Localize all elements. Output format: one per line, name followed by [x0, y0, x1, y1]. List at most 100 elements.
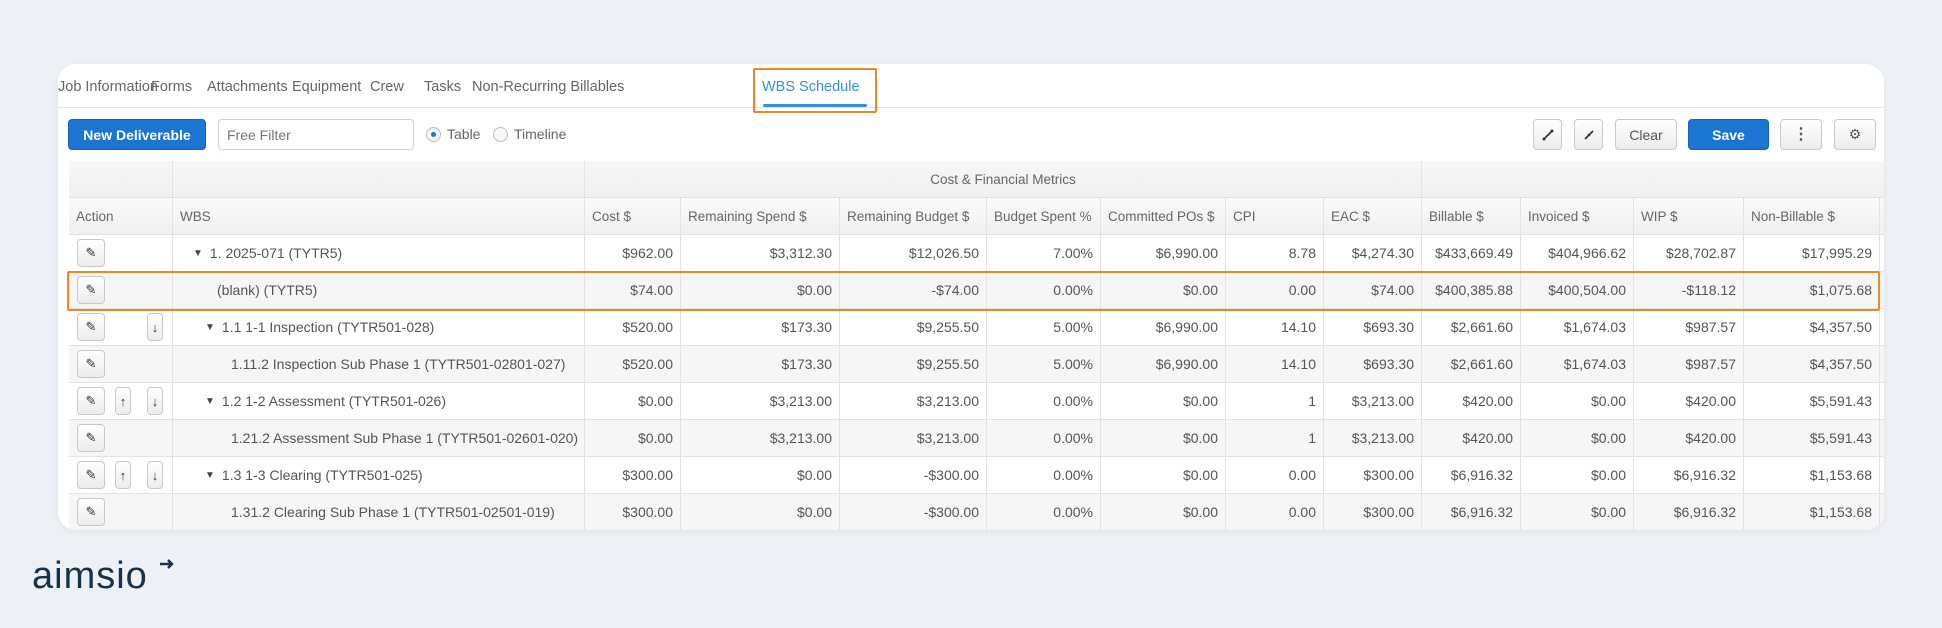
table-row[interactable]: ✎ ↓ ▼ 1.1 1-1 Inspection (TYTR501-028) $520.…: [69, 309, 1884, 346]
column-header[interactable]: Non-Billable $: [1744, 198, 1880, 235]
value-cell: $0.00: [681, 272, 840, 309]
radio-label: Table: [447, 126, 481, 142]
action-cell: ✎: [69, 235, 173, 272]
value-cell: $520.00: [585, 309, 681, 346]
tab-crew[interactable]: Crew: [370, 79, 404, 95]
column-header[interactable]: WBS: [173, 198, 585, 235]
column-header[interactable]: Budget Spent %: [987, 198, 1101, 235]
column-header[interactable]: Invoiced $: [1521, 198, 1634, 235]
collapse-all-button[interactable]: [1574, 119, 1603, 150]
new-deliverable-button[interactable]: New Deliverable: [68, 119, 206, 150]
active-tab-underline: [763, 104, 867, 107]
clipped-cell: [1880, 420, 1884, 457]
column-group-header: [173, 161, 585, 198]
value-cell: $400,504.00: [1521, 272, 1634, 309]
value-cell: -$74.00: [840, 272, 987, 309]
column-header[interactable]: [1880, 198, 1884, 235]
edit-icon: ✎: [85, 245, 97, 260]
tab-equipment[interactable]: Equipment: [292, 79, 362, 95]
wbs-cell: 1.11.2 Inspection Sub Phase 1 (TYTR501-0…: [173, 346, 585, 383]
value-cell: 5.00%: [987, 346, 1101, 383]
column-header[interactable]: Billable $: [1422, 198, 1521, 235]
edit-button[interactable]: ✎: [77, 313, 105, 341]
radio-selected-icon: [426, 126, 441, 142]
view-radio-table[interactable]: Table: [426, 126, 480, 142]
clear-button[interactable]: Clear: [1615, 119, 1677, 150]
edit-icon: ✎: [85, 356, 97, 371]
more-options-button[interactable]: ⋮: [1780, 119, 1822, 150]
clipped-cell: [1880, 346, 1884, 383]
move-down-button[interactable]: ↓: [147, 461, 163, 489]
tab-tasks[interactable]: Tasks: [424, 79, 462, 95]
move-down-button[interactable]: ↓: [147, 313, 163, 341]
table-row[interactable]: ✎ (blank) (TYTR5) $74.00 $0.00 -$74.00 0.00% $…: [69, 272, 1884, 309]
view-radio-timeline[interactable]: Timeline: [493, 126, 566, 142]
action-cell: ✎: [69, 272, 173, 309]
expand-all-button[interactable]: [1533, 119, 1562, 150]
value-cell: $2,661.60: [1422, 346, 1521, 383]
clipped-cell: [1880, 383, 1884, 420]
value-cell: $1,674.03: [1521, 346, 1634, 383]
table-row[interactable]: ✎ 1.21.2 Assessment Sub Phase 1 (TYTR501-…: [69, 420, 1884, 457]
action-cell: ✎: [69, 420, 173, 457]
value-cell: $420.00: [1634, 420, 1744, 457]
value-cell: $6,916.32: [1634, 494, 1744, 530]
save-button[interactable]: Save: [1688, 119, 1769, 150]
value-cell: $0.00: [681, 494, 840, 530]
value-cell: $3,213.00: [1324, 383, 1422, 420]
value-cell: $987.57: [1634, 346, 1744, 383]
tab-forms[interactable]: Forms: [151, 79, 193, 95]
table-row[interactable]: ✎ ↑ ↓ ▼ 1.2 1-2 Assessment (TYTR501-026) $0.0…: [69, 383, 1884, 420]
move-down-button[interactable]: ↓: [147, 387, 163, 415]
table-row[interactable]: ✎ ▼ 1. 2025-071 (TYTR5) $962.00 $3,312.30 $12…: [69, 235, 1884, 272]
caret-down-icon[interactable]: ▼: [205, 321, 215, 333]
table-row[interactable]: ✎ 1.11.2 Inspection Sub Phase 1 (TYTR501-…: [69, 346, 1884, 383]
value-cell: $987.57: [1634, 309, 1744, 346]
column-group-row: Cost & Financial Metrics Revenue & Pro: [69, 161, 1884, 198]
edit-button[interactable]: ✎: [77, 424, 105, 452]
free-filter-input[interactable]: [218, 119, 414, 150]
value-cell: $300.00: [585, 457, 681, 494]
move-up-button[interactable]: ↑: [115, 387, 131, 415]
tab-attachments[interactable]: Attachments: [207, 79, 288, 95]
table-row[interactable]: ✎ 1.31.2 Clearing Sub Phase 1 (TYTR501-02…: [69, 494, 1884, 530]
edit-button[interactable]: ✎: [77, 239, 105, 267]
expand-icon: [1542, 129, 1553, 140]
edit-button[interactable]: ✎: [77, 387, 105, 415]
value-cell: $3,213.00: [840, 420, 987, 457]
column-header[interactable]: Committed POs $: [1101, 198, 1226, 235]
edit-button[interactable]: ✎: [77, 350, 105, 378]
value-cell: $6,990.00: [1101, 346, 1226, 383]
value-cell: 8.78: [1226, 235, 1324, 272]
arrow-up-icon: ↑: [119, 393, 127, 409]
caret-down-icon[interactable]: ▼: [205, 469, 215, 481]
value-cell: $400,385.88: [1422, 272, 1521, 309]
move-up-button[interactable]: ↑: [115, 461, 131, 489]
value-cell: $420.00: [1634, 383, 1744, 420]
collapse-icon: [1583, 129, 1594, 140]
column-group-label: Cost & Financial Metrics: [930, 171, 1076, 187]
clipped-cell: [1880, 272, 1884, 309]
value-cell: $300.00: [1324, 457, 1422, 494]
wbs-cell: 1.31.2 Clearing Sub Phase 1 (TYTR501-025…: [173, 494, 585, 530]
edit-button[interactable]: ✎: [77, 276, 105, 304]
column-header[interactable]: Remaining Spend $: [681, 198, 840, 235]
column-header[interactable]: Remaining Budget $: [840, 198, 987, 235]
value-cell: 1: [1226, 420, 1324, 457]
column-header[interactable]: WIP $: [1634, 198, 1744, 235]
wbs-name: 1.31.2 Clearing Sub Phase 1 (TYTR501-025…: [231, 504, 555, 520]
caret-down-icon[interactable]: ▼: [193, 247, 203, 259]
caret-down-icon[interactable]: ▼: [205, 395, 215, 407]
table-row[interactable]: ✎ ↑ ↓ ▼ 1.3 1-3 Clearing (TYTR501-025) $300.0…: [69, 457, 1884, 494]
column-header[interactable]: Cost $: [585, 198, 681, 235]
settings-button[interactable]: ⚙: [1834, 119, 1876, 150]
action-cell: ✎ ↑ ↓: [69, 457, 173, 494]
tab-non-recurring-billables[interactable]: Non-Recurring Billables: [472, 79, 625, 95]
column-header[interactable]: EAC $: [1324, 198, 1422, 235]
column-header[interactable]: Action: [69, 198, 173, 235]
column-header[interactable]: CPI: [1226, 198, 1324, 235]
tab-wbs-schedule[interactable]: WBS Schedule: [762, 79, 860, 95]
tab-job-information[interactable]: Job Information: [58, 79, 158, 95]
edit-button[interactable]: ✎: [77, 498, 105, 526]
edit-button[interactable]: ✎: [77, 461, 105, 489]
